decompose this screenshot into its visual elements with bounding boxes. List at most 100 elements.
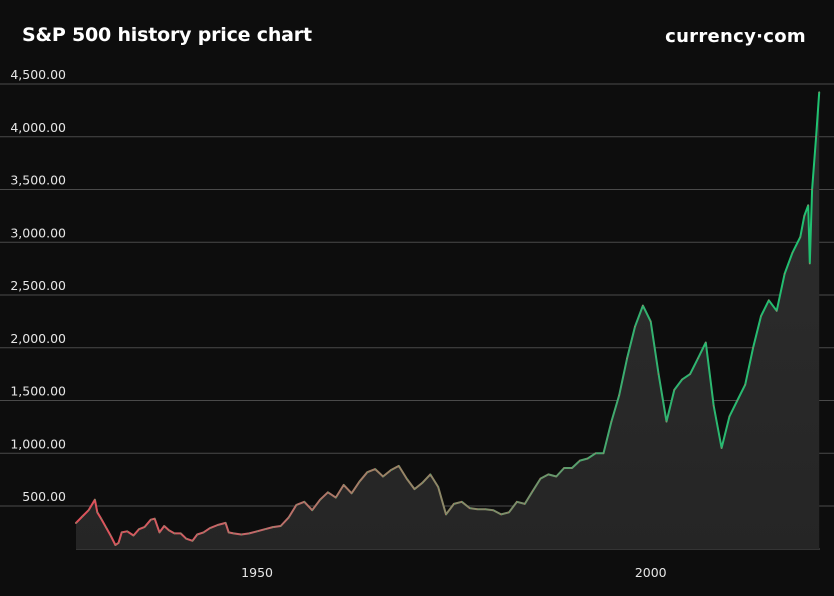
data-point: [673, 389, 676, 391]
y-tick-label: 4,000.00: [10, 120, 66, 135]
data-point: [150, 518, 152, 521]
data-point: [232, 532, 235, 535]
data-point: [105, 526, 107, 528]
data-point: [126, 530, 128, 533]
data-point: [760, 315, 762, 317]
x-axis: 1950 2000: [241, 565, 667, 580]
data-point: [87, 509, 90, 512]
data-point: [712, 405, 715, 407]
data-point: [736, 399, 739, 402]
y-tick-label: 4,500.00: [10, 67, 66, 82]
data-point: [240, 533, 243, 536]
data-point: [571, 467, 573, 469]
data-point: [96, 511, 99, 514]
data-point: [209, 527, 211, 529]
y-tick-label: 2,000.00: [10, 331, 66, 346]
data-point: [196, 533, 198, 536]
data-point: [815, 136, 817, 138]
x-tick-label: 1950: [241, 565, 273, 580]
area-under-line: [76, 92, 820, 550]
data-point: [382, 475, 384, 478]
data-point: [366, 471, 369, 474]
data-point: [602, 452, 605, 455]
data-point: [335, 496, 337, 499]
y-tick-label: 1,500.00: [10, 384, 66, 399]
data-point: [248, 532, 250, 535]
data-point: [216, 524, 219, 526]
data-point: [303, 501, 306, 503]
data-point: [138, 528, 140, 530]
data-point: [75, 522, 77, 524]
data-point: [342, 484, 345, 486]
data-point: [264, 528, 266, 530]
data-point: [626, 357, 628, 360]
data-point: [697, 357, 699, 360]
data-point: [799, 236, 802, 238]
y-tick-label: 2,500.00: [10, 278, 66, 293]
data-point: [555, 475, 558, 478]
data-point: [100, 517, 102, 520]
data-point: [484, 508, 487, 511]
data-point: [665, 420, 668, 423]
data-point: [445, 513, 447, 516]
data-point: [468, 507, 471, 509]
data-point: [775, 310, 778, 312]
data-point: [143, 526, 146, 528]
data-point: [109, 534, 112, 537]
data-point: [586, 457, 589, 460]
data-point: [295, 504, 298, 506]
data-point: [173, 532, 176, 535]
data-point: [350, 492, 353, 495]
y-tick-label: 500.00: [22, 489, 66, 504]
data-point: [158, 531, 161, 534]
data-point: [744, 383, 746, 386]
data-point: [413, 488, 416, 490]
data-point: [153, 517, 156, 520]
data-point: [500, 513, 502, 516]
data-point: [224, 522, 227, 524]
data-point: [421, 482, 424, 484]
data-point: [327, 491, 329, 494]
data-point: [579, 459, 581, 462]
data-point: [202, 531, 205, 534]
brand-logo: currency·com: [665, 26, 806, 47]
data-point: [531, 490, 534, 493]
data-point: [681, 378, 683, 381]
data-point: [783, 273, 786, 275]
data-point: [390, 469, 392, 471]
data-point: [791, 252, 794, 254]
data-point: [94, 498, 96, 501]
data-point: [657, 373, 660, 375]
data-point: [634, 325, 636, 328]
data-point: [807, 204, 809, 207]
data-point: [720, 447, 723, 449]
data-point: [524, 503, 526, 505]
data-point: [227, 531, 230, 534]
chart-title: S&P 500 history price chart: [22, 24, 312, 46]
data-point: [437, 486, 440, 488]
data-point: [618, 394, 620, 397]
data-point: [287, 516, 290, 519]
data-point: [405, 477, 408, 480]
data-point: [374, 468, 377, 470]
price-line: [75, 91, 821, 546]
y-tick-label: 3,500.00: [10, 173, 66, 188]
data-point: [516, 501, 518, 503]
data-point: [358, 480, 361, 483]
y-axis: 500.00 1,000.00 1,500.00 2,000.00 2,500.00 3,…: [10, 67, 66, 504]
data-point: [539, 477, 542, 480]
data-point: [132, 534, 135, 537]
data-point: [256, 530, 258, 533]
data-point: [752, 347, 754, 349]
data-point: [163, 525, 165, 527]
area-fill: [76, 92, 820, 550]
data-point: [610, 420, 613, 423]
y-tick-label: 3,000.00: [10, 225, 66, 240]
data-point: [117, 542, 120, 544]
data-point: [809, 262, 811, 265]
data-point: [429, 473, 432, 476]
data-point: [461, 501, 463, 503]
data-point: [319, 498, 321, 501]
data-point: [398, 465, 400, 467]
